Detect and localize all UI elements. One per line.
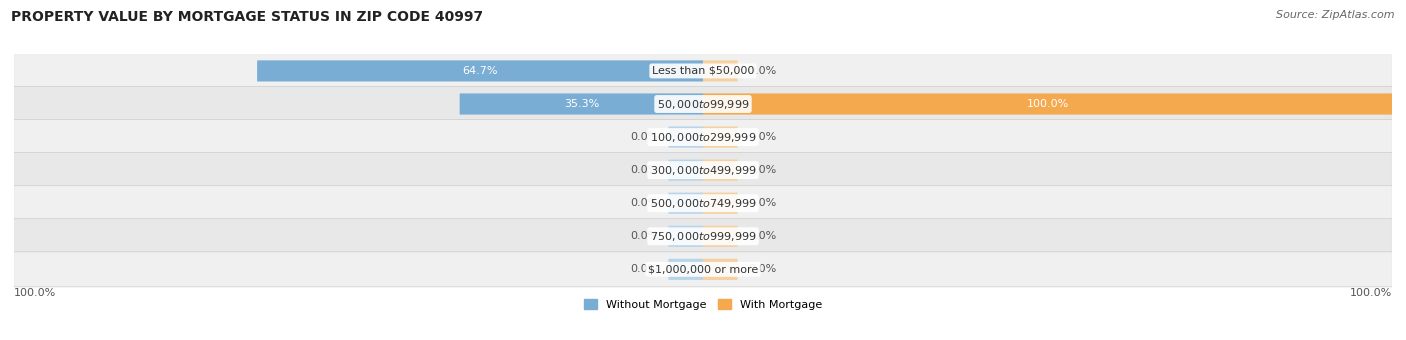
Text: 0.0%: 0.0% xyxy=(748,165,776,175)
Text: $500,000 to $749,999: $500,000 to $749,999 xyxy=(650,197,756,210)
Text: 100.0%: 100.0% xyxy=(1350,288,1392,298)
Text: 0.0%: 0.0% xyxy=(630,132,658,142)
Text: 0.0%: 0.0% xyxy=(630,231,658,241)
FancyBboxPatch shape xyxy=(668,159,703,181)
Text: $100,000 to $299,999: $100,000 to $299,999 xyxy=(650,131,756,143)
FancyBboxPatch shape xyxy=(14,252,1392,287)
FancyBboxPatch shape xyxy=(14,120,1392,155)
FancyBboxPatch shape xyxy=(14,153,1392,188)
Text: 0.0%: 0.0% xyxy=(630,165,658,175)
Text: $300,000 to $499,999: $300,000 to $499,999 xyxy=(650,164,756,177)
FancyBboxPatch shape xyxy=(703,126,738,148)
Text: $50,000 to $99,999: $50,000 to $99,999 xyxy=(657,98,749,111)
Text: PROPERTY VALUE BY MORTGAGE STATUS IN ZIP CODE 40997: PROPERTY VALUE BY MORTGAGE STATUS IN ZIP… xyxy=(11,10,484,24)
Text: 0.0%: 0.0% xyxy=(630,198,658,208)
Text: 100.0%: 100.0% xyxy=(14,288,56,298)
FancyBboxPatch shape xyxy=(14,86,1392,121)
Text: Source: ZipAtlas.com: Source: ZipAtlas.com xyxy=(1277,10,1395,20)
FancyBboxPatch shape xyxy=(14,219,1392,254)
Text: 64.7%: 64.7% xyxy=(463,66,498,76)
FancyBboxPatch shape xyxy=(257,61,703,82)
Text: 0.0%: 0.0% xyxy=(748,132,776,142)
Text: 35.3%: 35.3% xyxy=(564,99,599,109)
Text: $750,000 to $999,999: $750,000 to $999,999 xyxy=(650,230,756,243)
FancyBboxPatch shape xyxy=(14,53,1392,88)
Text: 0.0%: 0.0% xyxy=(748,198,776,208)
Text: $1,000,000 or more: $1,000,000 or more xyxy=(648,264,758,274)
FancyBboxPatch shape xyxy=(703,226,738,247)
FancyBboxPatch shape xyxy=(703,94,1392,115)
FancyBboxPatch shape xyxy=(14,186,1392,221)
Text: Less than $50,000: Less than $50,000 xyxy=(652,66,754,76)
FancyBboxPatch shape xyxy=(668,193,703,214)
FancyBboxPatch shape xyxy=(703,259,738,280)
FancyBboxPatch shape xyxy=(703,193,738,214)
FancyBboxPatch shape xyxy=(703,159,738,181)
Text: 0.0%: 0.0% xyxy=(630,264,658,274)
Text: 0.0%: 0.0% xyxy=(748,231,776,241)
Legend: Without Mortgage, With Mortgage: Without Mortgage, With Mortgage xyxy=(579,295,827,314)
FancyBboxPatch shape xyxy=(668,126,703,148)
Text: 100.0%: 100.0% xyxy=(1026,99,1069,109)
FancyBboxPatch shape xyxy=(668,259,703,280)
FancyBboxPatch shape xyxy=(703,61,738,82)
FancyBboxPatch shape xyxy=(668,226,703,247)
Text: 0.0%: 0.0% xyxy=(748,264,776,274)
FancyBboxPatch shape xyxy=(460,94,703,115)
Text: 0.0%: 0.0% xyxy=(748,66,776,76)
